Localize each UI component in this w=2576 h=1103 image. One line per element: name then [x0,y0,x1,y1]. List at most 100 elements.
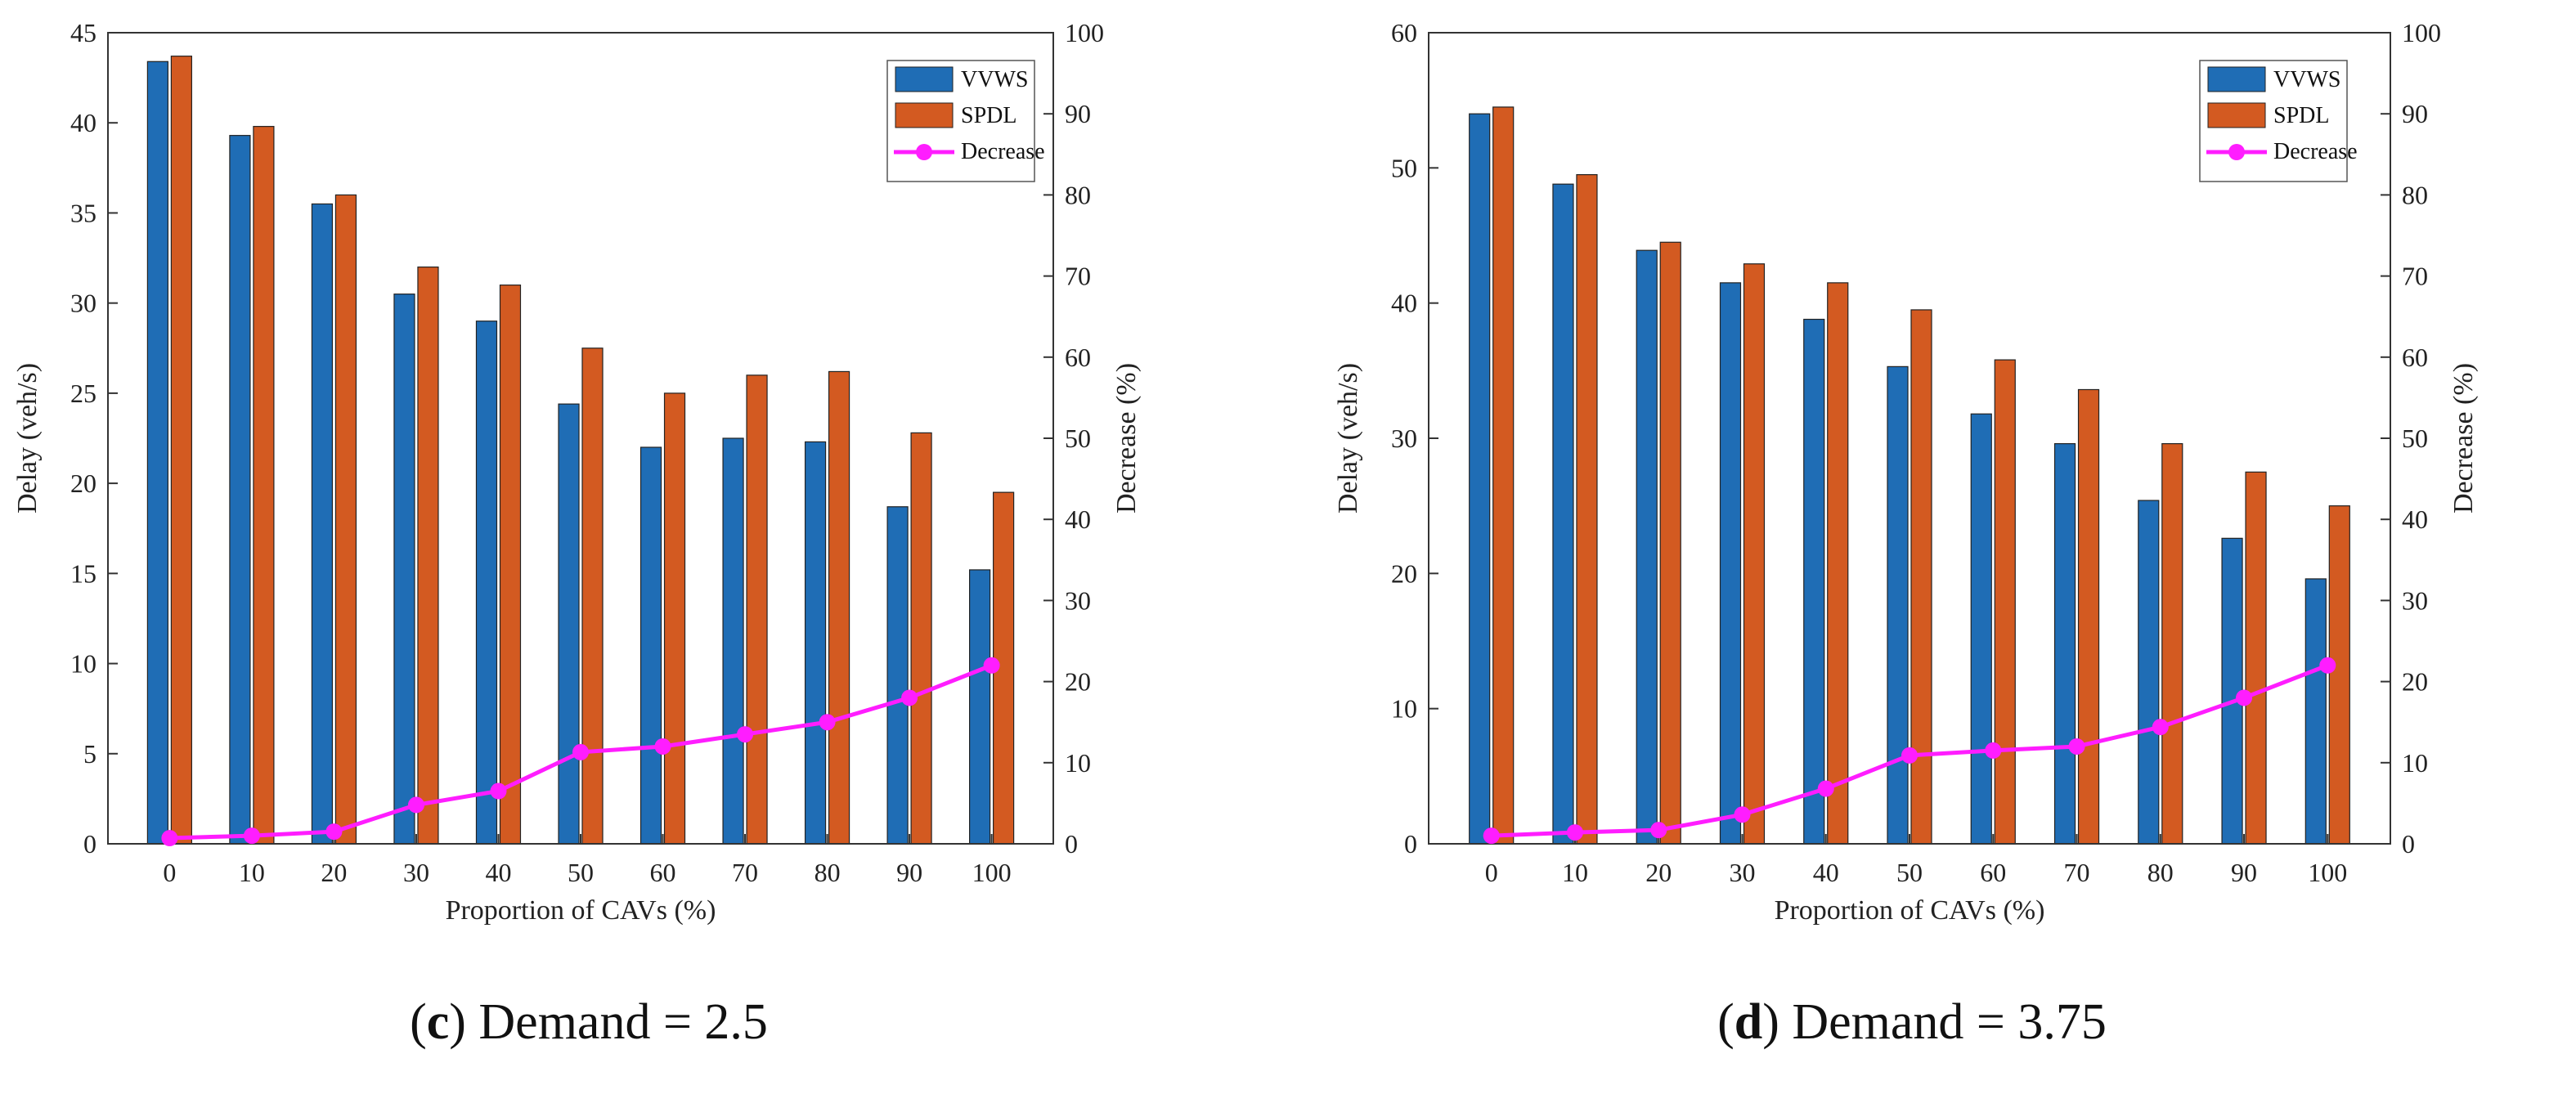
bar-vvws-0 [146,61,168,845]
caption-text: ) Demand = 2.5 [449,994,768,1050]
decrease-point-60 [654,738,671,755]
decrease-point-70 [2068,738,2085,755]
y2tick-label-70: 70 [2402,262,2428,291]
decrease-point-40 [1817,780,1834,797]
ytick-label-60: 60 [1391,18,1417,47]
y2tick-label-100: 100 [2402,18,2441,47]
y2tick-label-20: 20 [2402,667,2428,697]
bar-vvws-60 [1970,413,1992,845]
xtick-label-80: 80 [815,858,841,887]
bar-vvws-0 [1469,113,1491,845]
xtick-label-10: 10 [239,858,265,887]
y2tick-label-20: 20 [1065,667,1091,697]
decrease-point-10 [243,827,260,845]
xtick-label-20: 20 [321,858,347,887]
legend-swatch-spdl [895,102,954,128]
bar-vvws-20 [1636,249,1658,845]
bar-vvws-70 [722,437,744,845]
bar-spdl-10 [253,126,275,845]
decrease-point-0 [161,830,178,847]
bar-vvws-80 [2138,500,2160,845]
ytick-label-10: 10 [70,649,96,679]
bar-vvws-20 [311,203,334,845]
y-axis-label: Delay (veh/s) [1333,363,1363,513]
legend-swatch-vvws [2207,66,2266,92]
ytick-label-40: 40 [1391,289,1417,318]
y2tick-label-60: 60 [1065,343,1091,372]
decrease-point-30 [407,796,424,814]
ytick-label-15: 15 [70,558,96,588]
y2tick-label-10: 10 [2402,748,2428,778]
xtick-label-90: 90 [896,858,922,887]
y2tick-label-0: 0 [2402,829,2415,859]
bar-spdl-30 [417,266,439,845]
x-axis-label: Proportion of CAVs (%) [446,895,716,926]
y2tick-label-40: 40 [1065,504,1091,534]
chart-demand-3-75: 0 10 20 30 40 50 60 0 10 20 30 40 50 60 70 80 90 100 0 10 20… [1333,18,2479,1050]
y2tick-label-80: 80 [2402,180,2428,209]
bar-vvws-90 [886,506,909,845]
y2-axis-label: Decrease (%) [1111,363,1142,513]
xtick-label-90: 90 [2231,858,2257,887]
ytick-label-5: 5 [83,739,96,769]
decrease-point-40 [490,782,507,800]
bar-spdl-80 [828,370,850,845]
xtick-label-50: 50 [1896,858,1923,887]
y2tick-label-90: 90 [1065,99,1091,128]
bar-vvws-100 [2304,578,2327,845]
decrease-point-10 [1566,824,1583,841]
caption-letter: c [427,994,450,1050]
bar-spdl-90 [2245,471,2267,845]
legend-label-spdl: SPDL [961,103,1016,128]
caption-open: ( [1717,994,1735,1050]
bar-spdl-50 [581,347,604,845]
y2tick-label-70: 70 [1065,262,1091,291]
chart-demand-2-5: 0510152025303540450102030405060708090100… [12,18,1142,1050]
bar-spdl-20 [334,194,357,845]
ytick-label-40: 40 [70,108,96,137]
bar-vvws-30 [393,294,415,845]
y2tick-label-60: 60 [2402,343,2428,372]
xtick-label-10: 10 [1562,858,1588,887]
decrease-point-90 [901,689,918,706]
decrease-point-100 [983,657,1000,674]
legend-swatch-marker-decrease [916,144,932,160]
bar-vvws-60 [640,446,662,845]
caption: (d) Demand = 3.75 [1717,994,2107,1050]
caption: (c) Demand = 2.5 [410,994,768,1050]
bar-spdl-90 [910,432,932,845]
decrease-point-60 [1985,742,2002,759]
xtick-label-40: 40 [1813,858,1839,887]
decrease-point-50 [1901,747,1918,764]
bar-spdl-70 [746,374,768,845]
bar-vvws-10 [229,135,251,845]
bar-vvws-40 [1803,318,1825,845]
bar-spdl-40 [499,285,522,845]
bar-spdl-100 [2328,505,2350,845]
caption-text: ) Demand = 3.75 [1762,994,2107,1050]
bar-vvws-80 [804,441,827,845]
ytick-label-0: 0 [83,829,96,859]
xtick-label-80: 80 [2147,858,2174,887]
xtick-label-30: 30 [403,858,429,887]
bar-spdl-50 [1910,309,1932,845]
y2tick-label-30: 30 [2402,585,2428,615]
y2tick-label-80: 80 [1065,180,1091,209]
y2tick-label-40: 40 [2402,504,2428,534]
y2tick-label-50: 50 [2402,424,2428,453]
bar-vvws-10 [1552,183,1574,845]
bar-spdl-80 [2161,443,2183,845]
decrease-point-80 [819,714,836,731]
ytick-label-50: 50 [1391,153,1417,182]
y2-axis-label: Decrease (%) [2448,363,2479,513]
xtick-label-30: 30 [1729,858,1755,887]
xtick-label-0: 0 [163,858,176,887]
legend-swatch-vvws [895,66,954,92]
y2tick-label-50: 50 [1065,424,1091,453]
bar-vvws-70 [2053,443,2076,845]
y2tick-label-90: 90 [2402,99,2428,128]
xtick-label-100: 100 [2308,858,2347,887]
bar-vvws-30 [1719,282,1742,845]
decrease-point-20 [325,823,343,841]
decrease-point-30 [1734,806,1751,823]
